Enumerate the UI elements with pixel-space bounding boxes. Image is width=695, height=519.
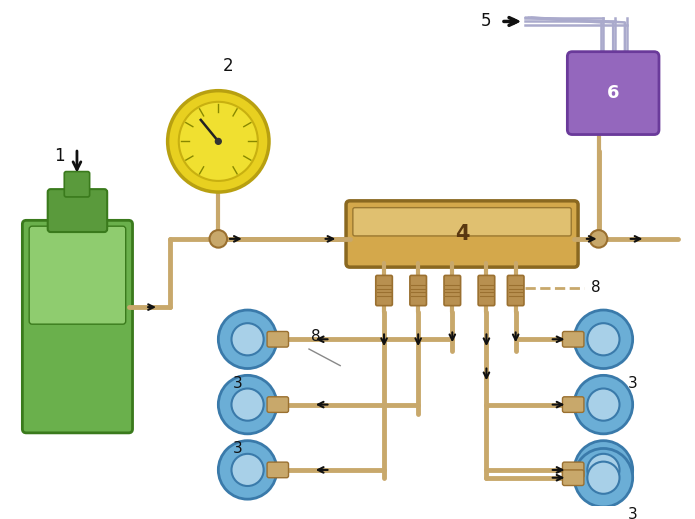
Text: 5: 5 (481, 12, 491, 31)
Circle shape (218, 310, 277, 368)
FancyBboxPatch shape (346, 201, 578, 267)
Text: 1: 1 (54, 147, 65, 165)
Text: 3: 3 (233, 376, 243, 391)
FancyBboxPatch shape (267, 332, 288, 347)
Circle shape (167, 91, 269, 192)
Circle shape (587, 461, 619, 494)
Circle shape (574, 441, 632, 499)
FancyBboxPatch shape (410, 276, 427, 306)
Text: 2: 2 (223, 57, 234, 75)
Circle shape (215, 139, 221, 144)
Circle shape (218, 441, 277, 499)
Circle shape (587, 323, 619, 356)
FancyBboxPatch shape (444, 276, 461, 306)
Circle shape (574, 375, 632, 434)
FancyBboxPatch shape (478, 276, 495, 306)
FancyBboxPatch shape (267, 397, 288, 413)
Circle shape (587, 454, 619, 486)
FancyBboxPatch shape (507, 276, 524, 306)
FancyBboxPatch shape (22, 221, 133, 433)
Circle shape (574, 448, 632, 507)
Text: 6: 6 (607, 84, 619, 102)
Circle shape (231, 454, 263, 486)
FancyBboxPatch shape (562, 332, 584, 347)
Text: 8: 8 (591, 280, 600, 295)
Text: 3: 3 (628, 507, 637, 519)
Text: 3: 3 (628, 376, 637, 391)
FancyBboxPatch shape (48, 189, 107, 232)
FancyBboxPatch shape (64, 172, 90, 197)
FancyBboxPatch shape (562, 397, 584, 413)
Circle shape (179, 102, 258, 181)
Text: 3: 3 (233, 441, 243, 456)
FancyBboxPatch shape (567, 52, 659, 134)
Circle shape (590, 230, 607, 248)
FancyBboxPatch shape (267, 462, 288, 477)
Text: 4: 4 (455, 224, 469, 244)
FancyBboxPatch shape (562, 470, 584, 485)
Text: 8: 8 (311, 329, 320, 344)
Circle shape (218, 375, 277, 434)
FancyBboxPatch shape (376, 276, 393, 306)
Circle shape (231, 389, 263, 421)
FancyBboxPatch shape (353, 208, 571, 236)
Circle shape (231, 323, 263, 356)
FancyBboxPatch shape (29, 226, 126, 324)
Circle shape (587, 389, 619, 421)
Circle shape (210, 230, 227, 248)
Circle shape (574, 310, 632, 368)
FancyBboxPatch shape (562, 462, 584, 477)
